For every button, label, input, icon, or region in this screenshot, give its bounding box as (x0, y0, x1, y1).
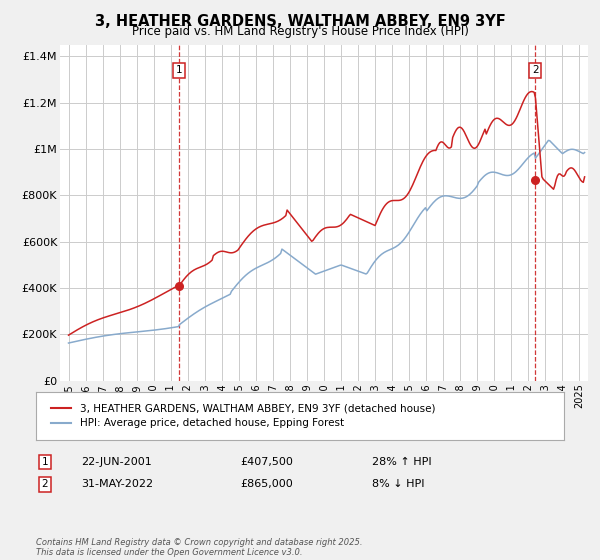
Legend: 3, HEATHER GARDENS, WALTHAM ABBEY, EN9 3YF (detached house), HPI: Average price,: 3, HEATHER GARDENS, WALTHAM ABBEY, EN9 3… (46, 399, 439, 432)
Text: Contains HM Land Registry data © Crown copyright and database right 2025.
This d: Contains HM Land Registry data © Crown c… (36, 538, 362, 557)
Text: 3, HEATHER GARDENS, WALTHAM ABBEY, EN9 3YF: 3, HEATHER GARDENS, WALTHAM ABBEY, EN9 3… (95, 14, 505, 29)
Text: Price paid vs. HM Land Registry's House Price Index (HPI): Price paid vs. HM Land Registry's House … (131, 25, 469, 38)
Text: 1: 1 (175, 66, 182, 75)
Text: 1: 1 (41, 457, 49, 467)
Text: 8% ↓ HPI: 8% ↓ HPI (372, 479, 425, 489)
Text: 2: 2 (41, 479, 49, 489)
Text: 31-MAY-2022: 31-MAY-2022 (81, 479, 153, 489)
Text: 28% ↑ HPI: 28% ↑ HPI (372, 457, 431, 467)
Text: 2: 2 (532, 66, 539, 75)
Text: £407,500: £407,500 (240, 457, 293, 467)
Text: £865,000: £865,000 (240, 479, 293, 489)
Text: 22-JUN-2001: 22-JUN-2001 (81, 457, 152, 467)
